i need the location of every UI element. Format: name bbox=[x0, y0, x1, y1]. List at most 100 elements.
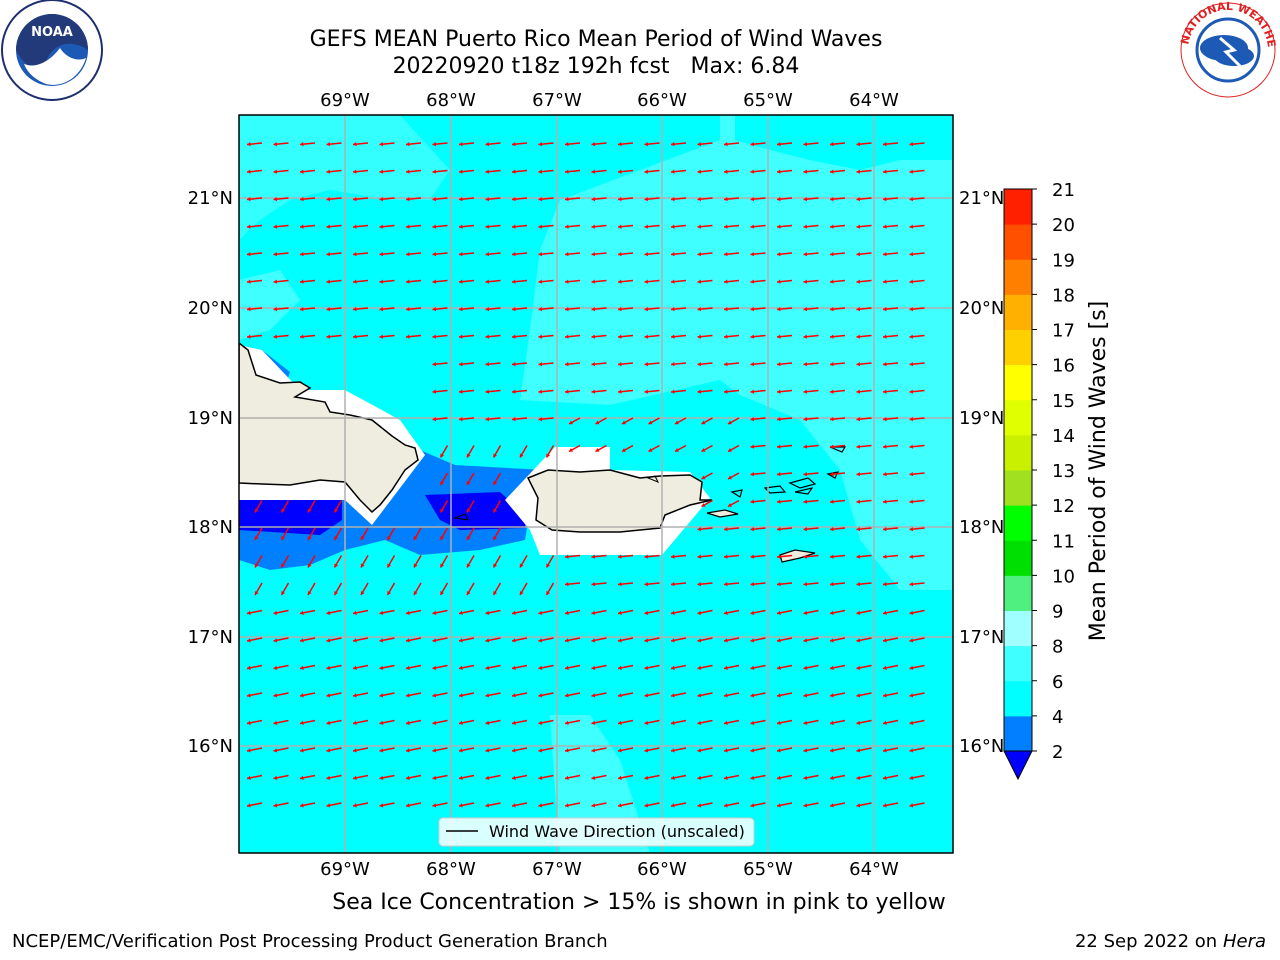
wind-arrow-head bbox=[591, 554, 596, 559]
wind-arrow-head bbox=[648, 420, 653, 425]
wind-arrow-head bbox=[750, 389, 755, 394]
wind-arrow-head bbox=[485, 748, 490, 753]
wind-arrow-head bbox=[565, 610, 569, 615]
colorbar-tick-label: 15 bbox=[1052, 391, 1075, 412]
wind-arrow-head bbox=[512, 169, 516, 174]
wind-arrow-head bbox=[353, 693, 357, 698]
colorbar-segment bbox=[1004, 294, 1032, 330]
wind-arrow-head bbox=[413, 563, 418, 568]
wind-arrow-head bbox=[803, 197, 808, 202]
wind-arrow-head bbox=[326, 169, 331, 174]
wind-arrow-head bbox=[830, 362, 834, 367]
wind-arrow-head bbox=[724, 527, 728, 532]
wind-arrow-head bbox=[644, 775, 649, 780]
wind-arrow-head bbox=[493, 563, 498, 568]
wind-arrow-head bbox=[777, 417, 781, 422]
colorbar-tick-label: 10 bbox=[1052, 566, 1075, 587]
wind-arrow-head bbox=[830, 197, 834, 202]
wind-arrow-head bbox=[353, 279, 357, 284]
wind-arrow-head bbox=[300, 803, 304, 808]
wave-period-zone-west bbox=[239, 270, 300, 340]
wind-arrow-head bbox=[830, 748, 834, 753]
wind-arrow-head bbox=[671, 803, 675, 808]
wind-arrow-head bbox=[379, 610, 384, 615]
wind-arrow-head bbox=[644, 638, 649, 643]
wind-arrow-head bbox=[247, 142, 251, 147]
wind-arrow-head bbox=[671, 334, 675, 339]
wind-arrow-head bbox=[830, 803, 834, 808]
wind-arrow-head bbox=[803, 499, 808, 504]
wind-arrow-head bbox=[697, 169, 702, 174]
wind-arrow-head bbox=[618, 665, 622, 670]
wind-arrow-head bbox=[485, 224, 490, 229]
wind-arrow-head bbox=[777, 307, 781, 312]
wind-arrow-head bbox=[909, 554, 914, 559]
wind-arrow-head bbox=[485, 638, 490, 643]
wave-period-zone-lt2-west bbox=[239, 500, 342, 535]
wind-arrow-head bbox=[538, 610, 543, 615]
wind-arrow-head bbox=[247, 638, 251, 643]
noaa-logo-text: NOAA bbox=[31, 25, 73, 40]
wind-arrow-head bbox=[750, 224, 755, 229]
wind-arrow-head bbox=[565, 720, 569, 725]
wind-arrow-head bbox=[671, 610, 675, 615]
wind-arrow-head bbox=[300, 693, 304, 698]
wind-arrow-head bbox=[724, 582, 728, 587]
colorbar-segment bbox=[1004, 470, 1032, 506]
wind-arrow-head bbox=[569, 448, 573, 452]
wind-arrow-head bbox=[413, 591, 418, 595]
wind-arrow-head bbox=[671, 307, 675, 312]
lat-labels-left: 21°N 20°N 19°N 18°N 17°N 16°N bbox=[188, 188, 233, 757]
wind-arrow-head bbox=[830, 638, 834, 643]
colorbar-tick-label: 18 bbox=[1052, 285, 1075, 306]
wind-arrow-head bbox=[512, 610, 516, 615]
lon-label: 66°W bbox=[637, 90, 687, 111]
wind-arrow-head bbox=[406, 224, 410, 229]
wind-arrow-head bbox=[300, 748, 304, 753]
wind-arrow-head bbox=[440, 508, 445, 513]
wind-arrow-head bbox=[538, 252, 543, 257]
wind-arrow-head bbox=[883, 775, 887, 780]
wind-arrow-head bbox=[512, 389, 516, 394]
wind-arrow-head bbox=[353, 748, 357, 753]
wind-arrow-head bbox=[803, 803, 808, 808]
wind-arrow-head bbox=[591, 142, 596, 147]
wind-arrow-head bbox=[538, 720, 543, 725]
wind-arrow-head bbox=[803, 224, 808, 229]
wind-arrow-head bbox=[697, 362, 702, 367]
wind-arrow-head bbox=[591, 389, 596, 394]
wind-arrow-head bbox=[750, 720, 755, 725]
wind-arrow-head bbox=[750, 417, 755, 422]
wind-arrow-head bbox=[379, 224, 384, 229]
wind-arrow-head bbox=[353, 638, 357, 643]
wind-arrow-head bbox=[856, 169, 861, 174]
wind-arrow-head bbox=[565, 334, 569, 339]
wind-arrow-head bbox=[830, 389, 834, 394]
wind-arrow-head bbox=[777, 142, 781, 147]
wind-arrow-head bbox=[334, 536, 339, 540]
sea-ice-note: Sea Ice Concentration > 15% is shown in … bbox=[332, 890, 946, 915]
wind-arrow-head bbox=[644, 142, 649, 147]
wind-arrow-head bbox=[353, 252, 357, 257]
wind-arrow-head bbox=[856, 389, 861, 394]
footer-credit: NCEP/EMC/Verification Post Processing Pr… bbox=[12, 931, 608, 952]
wind-arrow-head bbox=[701, 503, 706, 507]
wind-arrow-head bbox=[432, 334, 437, 339]
wind-arrow-head bbox=[909, 610, 914, 615]
wind-arrow-head bbox=[273, 748, 278, 753]
wind-arrow-head bbox=[701, 475, 706, 480]
wind-arrow-head bbox=[856, 582, 861, 587]
wind-arrow-head bbox=[648, 448, 653, 452]
wind-arrow-head bbox=[697, 748, 702, 753]
wind-arrow-head bbox=[432, 252, 437, 257]
wind-arrow-head bbox=[618, 334, 622, 339]
wind-arrow-head bbox=[591, 252, 596, 257]
wind-arrow-head bbox=[493, 453, 498, 458]
wind-arrow-head bbox=[803, 417, 808, 422]
wind-arrow-head bbox=[856, 279, 861, 284]
wind-arrow-head bbox=[595, 448, 600, 452]
wind-arrow-head bbox=[591, 362, 596, 367]
wind-arrow-head bbox=[379, 693, 384, 698]
wind-arrow-head bbox=[360, 591, 365, 595]
wind-arrow-head bbox=[281, 591, 286, 595]
